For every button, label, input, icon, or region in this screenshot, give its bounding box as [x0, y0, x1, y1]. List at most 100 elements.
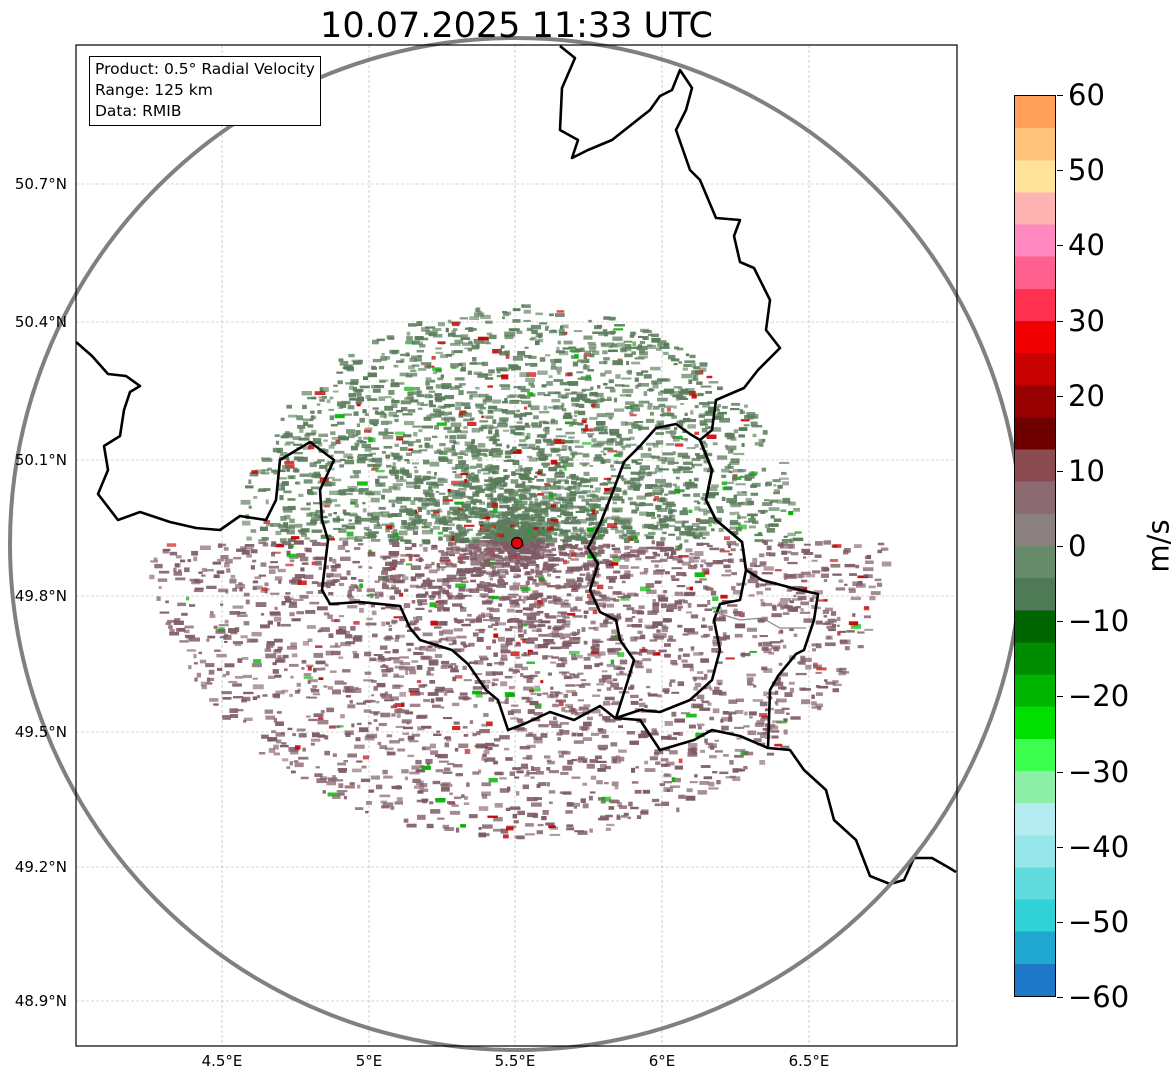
velocity-echo-pixel	[645, 442, 656, 446]
velocity-echo-pixel	[561, 402, 565, 408]
velocity-echo-pixel	[275, 530, 282, 536]
velocity-echo-pixel	[350, 445, 358, 451]
velocity-echo-pixel	[779, 544, 785, 549]
velocity-echo-pixel	[432, 367, 442, 371]
velocity-echo-pixel	[452, 640, 457, 645]
velocity-echo-pixel	[374, 596, 380, 599]
velocity-echo-pixel	[652, 606, 659, 611]
velocity-echo-pixel	[330, 424, 338, 427]
velocity-echo-pixel	[753, 738, 762, 742]
velocity-echo-pixel	[666, 788, 670, 792]
velocity-echo-pixel	[525, 571, 531, 575]
velocity-echo-pixel	[693, 532, 703, 536]
velocity-echo-pixel	[783, 577, 787, 580]
velocity-echo-pixel	[480, 833, 490, 837]
velocity-echo-pixel	[622, 554, 633, 558]
velocity-echo-pixel	[492, 399, 501, 404]
velocity-echo-pixel	[409, 703, 421, 707]
velocity-echo-pixel	[595, 760, 607, 763]
velocity-echo-pixel	[654, 749, 664, 755]
velocity-echo-pixel	[442, 579, 451, 583]
velocity-echo-pixel	[421, 725, 432, 729]
velocity-echo-pixel	[517, 385, 526, 390]
velocity-echo-pixel	[287, 538, 297, 543]
velocity-echo-pixel	[874, 578, 882, 582]
velocity-echo-pixel	[452, 603, 463, 607]
velocity-echo-pixel	[661, 735, 670, 740]
velocity-echo-pixel	[391, 403, 398, 408]
velocity-echo-pixel	[646, 589, 657, 594]
velocity-echo-pixel	[701, 624, 707, 628]
velocity-echo-pixel	[480, 314, 491, 320]
velocity-echo-pixel	[644, 704, 648, 709]
velocity-echo-pixel	[428, 609, 433, 613]
velocity-echo-pixel	[532, 447, 538, 450]
velocity-echo-pixel	[424, 522, 432, 526]
velocity-echo-pixel	[511, 366, 521, 371]
velocity-echo-pixel	[660, 633, 667, 639]
velocity-echo-pixel	[425, 476, 437, 480]
velocity-echo-pixel	[644, 768, 656, 772]
velocity-echo-pixel	[729, 519, 739, 524]
velocity-echo-pixel	[403, 818, 409, 823]
velocity-echo-pixel	[449, 511, 460, 515]
velocity-echo-pixel	[824, 679, 828, 682]
velocity-echo-pixel	[532, 813, 539, 818]
velocity-echo-pixel	[533, 738, 543, 744]
velocity-echo-pixel	[382, 434, 394, 440]
velocity-echo-pixel	[655, 432, 665, 435]
velocity-echo-pixel	[555, 462, 561, 467]
velocity-echo-pixel	[521, 481, 526, 485]
velocity-echo-pixel	[687, 602, 692, 608]
velocity-echo-pixel	[734, 623, 746, 629]
velocity-echo-pixel	[638, 475, 645, 479]
velocity-echo-pixel	[630, 694, 639, 698]
velocity-echo-pixel	[739, 558, 746, 563]
velocity-echo-pixel	[421, 502, 430, 507]
velocity-echo-pixel	[633, 403, 644, 408]
velocity-echo-pixel	[666, 556, 674, 559]
velocity-echo-pixel	[603, 316, 611, 320]
velocity-echo-pixel	[736, 737, 742, 740]
velocity-echo-pixel	[493, 738, 501, 742]
velocity-echo-pixel	[520, 514, 530, 519]
velocity-echo-pixel	[416, 665, 423, 670]
velocity-echo-pixel	[338, 769, 347, 773]
velocity-echo-pixel	[546, 595, 552, 599]
velocity-echo-pixel	[250, 549, 258, 554]
velocity-echo-pixel	[743, 725, 750, 728]
velocity-echo-pixel	[619, 394, 629, 397]
velocity-echo-pixel	[487, 495, 494, 500]
velocity-echo-pixel	[722, 632, 727, 638]
velocity-echo-pixel	[774, 569, 782, 572]
velocity-echo-pixel	[653, 553, 661, 557]
velocity-echo-pixel	[273, 469, 279, 475]
velocity-echo-pixel	[530, 532, 540, 537]
velocity-echo-pixel	[321, 500, 332, 506]
velocity-echo-pixel	[364, 532, 371, 536]
velocity-echo-pixel	[574, 712, 585, 716]
velocity-echo-pixel	[530, 766, 535, 771]
velocity-echo-pixel	[679, 510, 689, 516]
velocity-echo-pixel	[683, 600, 688, 604]
velocity-echo-pixel	[582, 463, 588, 467]
velocity-echo-pixel	[338, 404, 343, 409]
velocity-echo-pixel	[492, 545, 503, 550]
velocity-echo-pixel	[726, 604, 738, 607]
velocity-echo-pixel	[310, 742, 315, 746]
velocity-echo-pixel	[541, 462, 550, 466]
velocity-echo-pixel	[456, 568, 463, 573]
velocity-echo-pixel	[486, 662, 493, 667]
velocity-echo-pixel	[488, 438, 500, 442]
velocity-echo-pixel	[693, 536, 701, 540]
velocity-echo-pixel	[614, 324, 625, 327]
velocity-echo-pixel	[430, 698, 435, 704]
velocity-echo-pixel	[654, 564, 659, 568]
velocity-echo-pixel	[273, 744, 279, 750]
velocity-echo-pixel	[568, 436, 575, 439]
velocity-echo-pixel	[631, 459, 638, 464]
velocity-echo-pixel	[705, 684, 711, 689]
velocity-echo-pixel	[429, 680, 436, 684]
velocity-echo-pixel	[496, 529, 507, 534]
velocity-echo-pixel	[248, 505, 252, 509]
